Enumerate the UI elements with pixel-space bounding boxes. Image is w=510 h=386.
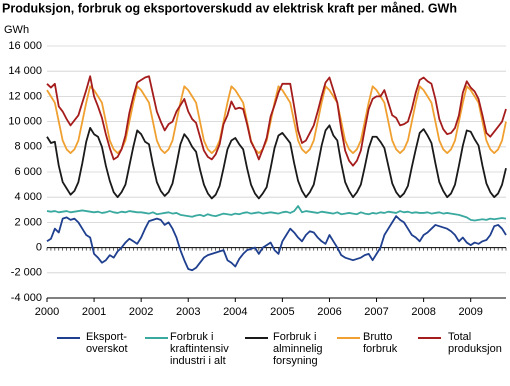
y-tick-label: -4 000	[11, 292, 42, 304]
legend-label: Total produksjon	[448, 331, 502, 355]
x-tick-label: 2002	[129, 306, 153, 318]
x-tick-label: 2006	[317, 306, 341, 318]
legend-label: Eksport- overskot	[86, 331, 128, 355]
y-tick-label: 16 000	[8, 40, 42, 52]
x-tick-label: 2007	[364, 306, 388, 318]
y-tick-label: 2 000	[14, 216, 42, 228]
y-tick-label: 6 000	[14, 166, 42, 178]
y-tick-label: 12 000	[8, 90, 42, 102]
y-tick-label: 10 000	[8, 116, 42, 128]
y-tick-label: 0	[36, 242, 42, 254]
y-tick-label: 4 000	[14, 191, 42, 203]
series-line	[46, 124, 507, 200]
y-tick-label: -2 000	[11, 267, 42, 279]
x-tick-label: 2009	[458, 306, 482, 318]
x-tick-label: 2008	[411, 306, 435, 318]
legend-label: Brutto forbruk	[363, 331, 398, 355]
x-tick-label: 2001	[82, 306, 106, 318]
chart-title: Produksjon, forbruk og eksportoverskudd …	[2, 1, 457, 15]
series-line	[46, 215, 507, 272]
y-tick-label: 8 000	[14, 141, 42, 153]
y-tick-label: 14 000	[8, 65, 42, 77]
x-tick-label: 2000	[35, 306, 59, 318]
x-tick-label: 2004	[223, 306, 247, 318]
x-tick-label: 2003	[176, 306, 200, 318]
y-axis-label: GWh	[4, 24, 29, 36]
series-line	[46, 75, 507, 167]
series-line	[46, 205, 507, 222]
legend-label: Forbruk i alminnelig forsyning	[273, 331, 323, 367]
legend-label: Forbruk i kraftintensiv industri i alt	[170, 331, 229, 367]
x-tick-label: 2005	[270, 306, 294, 318]
